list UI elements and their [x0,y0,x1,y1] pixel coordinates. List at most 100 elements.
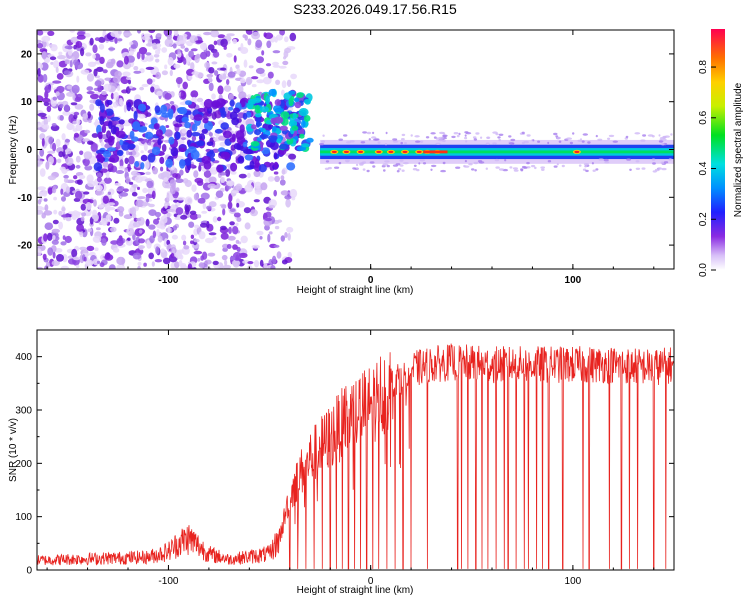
spectrogram-noise-blob [61,207,66,212]
spectrogram-noise-blob [136,51,141,60]
spectrogram-tone-fringe [463,164,466,168]
spectrogram-noise-blob [76,34,86,40]
spectrogram-noise-blob [287,232,291,241]
spectrogram-noise-blob [37,123,43,128]
spectrogram-tone-fringe [404,141,407,145]
spectrogram-tone-fringe [670,133,673,136]
spectrogram-noise-blob [37,30,44,36]
spectrogram-noise-blob [251,244,260,249]
spectrogram-noise-blob [82,158,90,167]
spectrogram-noise-blob [161,70,168,76]
spectrogram-core-blob [230,162,238,172]
spectrogram-noise-blob [264,32,274,40]
spectrogram-core-blob [196,140,205,147]
spectrogram-noise-blob [182,81,188,90]
spectrogram-noise-blob [217,216,222,222]
spectrogram-tone-fringe [556,136,561,140]
spectrogram-noise-blob [163,177,169,182]
spectrogram-tone-fringe [612,140,618,143]
spectrogram-noise-blob [195,53,201,59]
spectrogram-noise-blob [139,86,145,91]
snr-xtick-label: -100 [158,576,178,587]
spectrogram-noise-blob [80,69,90,75]
spectrogram-tone-fringe [437,139,444,142]
spectrogram-noise-blob [114,182,121,187]
spectrogram-tone-fringe [468,163,473,166]
spectrogram-noise-blob [164,129,173,137]
spectrogram-core-blob [201,128,208,134]
spectrogram-xtick-label: 0 [368,275,374,286]
spectrogram-noise-blob [83,191,90,195]
spectrogram-noise-blob [279,179,286,186]
spectrogram-tone-fringe [400,141,404,145]
spectrogram-noise-blob [151,190,156,200]
spectrogram-transition-blob [259,106,269,113]
spectrogram-noise-blob [41,51,48,59]
spectrogram-tone-fringe [455,166,461,169]
spectrogram-core-blob [243,148,254,155]
spectrogram-transition-blob [280,111,290,119]
spectrogram-noise-blob [115,170,125,174]
spectrogram-noise-blob [134,144,140,153]
spectrogram-tone-fringe [508,142,515,145]
spectrogram-noise-blob [183,58,187,65]
spectrogram-tone-fringe [577,139,582,142]
spectrogram-noise-blob [48,44,57,48]
spectrogram-tone-fringe [597,138,603,141]
spectrogram-tone-fringe [494,158,500,162]
spectrogram-noise-blob [173,199,179,203]
spectrogram-noise-blob [161,144,167,152]
spectrogram-noise-blob [155,43,162,48]
spectrogram-noise-blob [279,30,285,36]
spectrogram-noise-blob [96,227,101,231]
spectrogram-noise-blob [89,103,95,111]
spectrogram-noise-blob [41,97,51,103]
spectrogram-noise-blob [37,162,40,167]
spectrogram-tone-fringe [626,158,631,161]
spectrogram-noise-blob [142,187,148,194]
spectrogram-noise-blob [255,67,265,74]
snr-xtick-label: 100 [565,576,582,587]
spectrogram-noise-blob [63,70,71,75]
spectrogram-noise-blob [154,259,163,263]
spectrogram-hot-streak [423,150,448,154]
spectrogram-tone-fringe [658,134,661,137]
spectrogram-noise-blob [266,40,272,49]
spectrogram-noise-blob [156,90,163,97]
spectrogram-noise-blob [181,234,187,241]
spectrogram-core-blob [204,120,213,131]
spectrogram-noise-blob [51,260,60,266]
spectrogram-noise-blob [81,212,87,217]
spectrogram-core-blob [168,136,175,145]
spectrogram-noise-blob [229,256,235,261]
spectrogram-noise-blob [206,221,210,229]
spectrogram-noise-blob [137,238,146,244]
spectrogram-tone-fringe [486,136,491,139]
spectrogram-noise-blob [141,52,145,61]
spectrogram-noise-blob [98,36,106,43]
colorbar-tick-label: 0.4 [698,161,709,175]
spectrogram-noise-blob [92,44,98,54]
spectrogram-core-blob [129,130,135,139]
spectrogram-noise-blob [193,238,200,243]
spectrogram-noise-blob [86,91,95,95]
spectrogram-noise-blob [60,265,69,269]
spectrogram-noise-blob [90,93,99,100]
spectrogram-noise-blob [94,37,100,41]
spectrogram-noise-blob [138,113,146,119]
spectrogram-noise-blob [228,193,233,203]
spectrogram-noise-blob [101,238,107,246]
spectrogram-tone-fringe [440,169,446,173]
spectrogram-tone-fringe [414,135,420,138]
spectrogram-transition-blob [296,146,307,151]
spectrogram-noise-blob [47,175,57,181]
spectrogram-tone-fringe [651,158,656,161]
spectrogram-transition-blob [306,137,314,143]
spectrogram-noise-blob [132,221,141,228]
spectrogram-noise-blob [133,70,142,74]
figure-title: S233.2026.049.17.56.R15 [293,1,457,17]
spectrogram-noise-blob [155,71,161,80]
spectrogram-core-blob [201,155,211,164]
spectrogram-noise-blob [232,226,239,235]
